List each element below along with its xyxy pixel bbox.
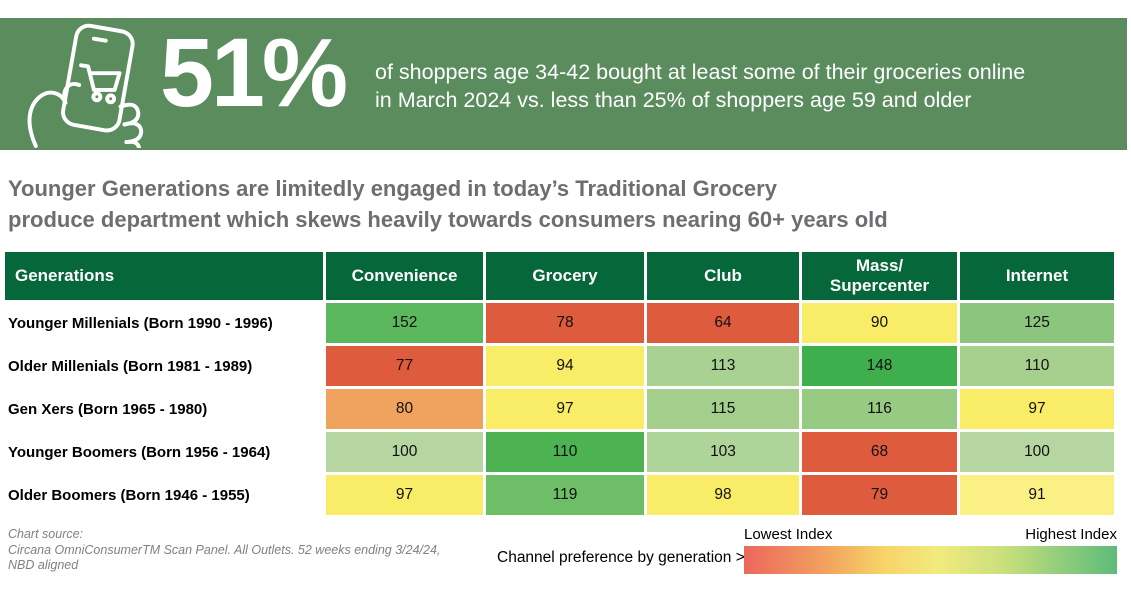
index-value-cell: 119 bbox=[486, 475, 644, 515]
index-value-cell: 110 bbox=[486, 432, 644, 472]
index-value-cell: 97 bbox=[486, 389, 644, 429]
legend-labels: Lowest Index Highest Index bbox=[744, 526, 1117, 543]
index-value-cell: 103 bbox=[647, 432, 799, 472]
chart-source-line2: Circana OmniConsumerTM Scan Panel. All O… bbox=[8, 542, 441, 557]
column-header: Convenience bbox=[326, 252, 483, 300]
index-value-cell: 90 bbox=[802, 303, 957, 343]
generation-row-label: Younger Millenials (Born 1990 - 1996) bbox=[5, 303, 323, 343]
hand-holding-phone-shopping-cart-icon bbox=[22, 20, 155, 153]
column-header: Internet bbox=[960, 252, 1114, 300]
page-title-line1: Younger Generations are limitedly engage… bbox=[8, 176, 777, 201]
column-header: Club bbox=[647, 252, 799, 300]
index-value-cell: 94 bbox=[486, 346, 644, 386]
generation-row-label: Older Millenials (Born 1981 - 1989) bbox=[5, 346, 323, 386]
stat-value: 51% bbox=[160, 17, 348, 127]
generation-row-label: Younger Boomers (Born 1956 - 1964) bbox=[5, 432, 323, 472]
index-value-cell: 68 bbox=[802, 432, 957, 472]
generation-channel-heatmap: Generations Convenience Grocery Club Mass/ S… bbox=[5, 252, 1114, 515]
page-title-line2: produce department which skews heavily t… bbox=[8, 207, 888, 232]
column-header: Grocery bbox=[486, 252, 644, 300]
index-value-cell: 116 bbox=[802, 389, 957, 429]
stat-description-line2: in March 2024 vs. less than 25% of shopp… bbox=[375, 88, 972, 112]
index-value-cell: 100 bbox=[326, 432, 483, 472]
column-header: Mass/ Supercenter bbox=[802, 252, 957, 300]
page-title: Younger Generations are limitedly engage… bbox=[8, 173, 888, 235]
chart-source-line1: Chart source: bbox=[8, 527, 84, 541]
chart-source-note: Chart source: Circana OmniConsumerTM Sca… bbox=[8, 527, 440, 574]
index-value-cell: 148 bbox=[802, 346, 957, 386]
index-value-cell: 125 bbox=[960, 303, 1114, 343]
legend-gradient-bar bbox=[744, 546, 1117, 574]
index-value-cell: 78 bbox=[486, 303, 644, 343]
index-value-cell: 97 bbox=[960, 389, 1114, 429]
generation-row-label: Older Boomers (Born 1946 - 1955) bbox=[5, 475, 323, 515]
index-value-cell: 110 bbox=[960, 346, 1114, 386]
index-value-cell: 100 bbox=[960, 432, 1114, 472]
generation-row-label: Gen Xers (Born 1965 - 1980) bbox=[5, 389, 323, 429]
legend-caption: Channel preference by generation > bbox=[497, 549, 745, 566]
index-value-cell: 79 bbox=[802, 475, 957, 515]
index-value-cell: 77 bbox=[326, 346, 483, 386]
index-value-cell: 80 bbox=[326, 389, 483, 429]
stat-description-line1: of shoppers age 34-42 bought at least so… bbox=[375, 60, 1026, 84]
legend-highest-label: Highest Index bbox=[1025, 526, 1117, 543]
index-value-cell: 113 bbox=[647, 346, 799, 386]
stat-banner: 51% of shoppers age 34-42 bought at leas… bbox=[0, 18, 1127, 153]
chart-source-line3: NBD aligned bbox=[8, 558, 79, 572]
legend-lowest-label: Lowest Index bbox=[744, 526, 833, 543]
index-value-cell: 91 bbox=[960, 475, 1114, 515]
stat-description: of shoppers age 34-42 bought at least so… bbox=[375, 58, 1025, 114]
index-value-cell: 152 bbox=[326, 303, 483, 343]
index-value-cell: 64 bbox=[647, 303, 799, 343]
index-legend: Lowest Index Highest Index bbox=[744, 526, 1117, 574]
index-value-cell: 115 bbox=[647, 389, 799, 429]
index-value-cell: 97 bbox=[326, 475, 483, 515]
index-value-cell: 98 bbox=[647, 475, 799, 515]
column-header: Generations bbox=[5, 252, 323, 300]
